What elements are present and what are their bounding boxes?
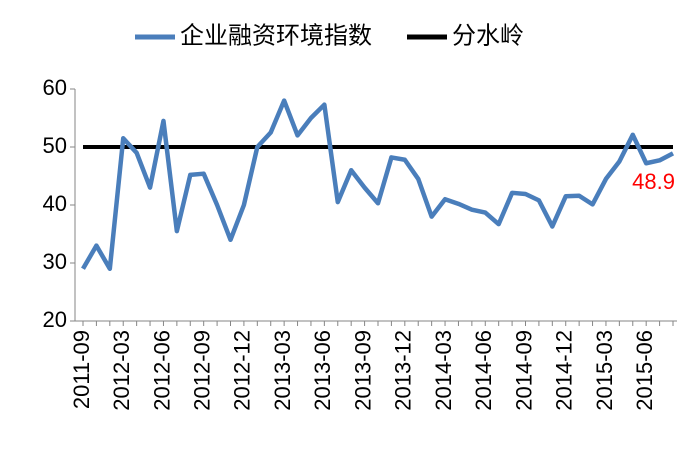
x-tick-label: 2014-09: [511, 330, 536, 411]
y-tick-label: 30: [43, 249, 67, 274]
x-tick-label: 2012-06: [149, 330, 174, 411]
data-label: 48.9: [632, 169, 675, 194]
x-tick-label: 2013-06: [310, 330, 335, 411]
x-tick-label: 2015-03: [592, 330, 617, 411]
x-tick-label: 2014-03: [431, 330, 456, 411]
y-tick-label: 20: [43, 307, 67, 332]
series-line: [81, 98, 675, 272]
x-tick-label: 2011-09: [69, 330, 94, 409]
y-tick-label: 40: [43, 191, 67, 216]
x-tick-label: 2012-09: [189, 330, 214, 411]
x-tick-label: 2014-06: [471, 330, 496, 411]
x-tick-label: 2013-03: [270, 330, 295, 411]
y-tick-label: 60: [43, 75, 67, 100]
x-tick-label: 2015-06: [632, 330, 657, 411]
x-tick-label: 2012-03: [109, 330, 134, 411]
legend-label: 分水岭: [452, 22, 524, 49]
x-tick-label: 2013-12: [391, 330, 416, 411]
x-tick-label: 2012-12: [230, 330, 255, 411]
x-tick-label: 2013-09: [350, 330, 375, 411]
x-tick-label: 2014-12: [552, 330, 577, 411]
legend-label: 企业融资环境指数: [180, 22, 372, 49]
y-tick-label: 50: [43, 133, 67, 158]
